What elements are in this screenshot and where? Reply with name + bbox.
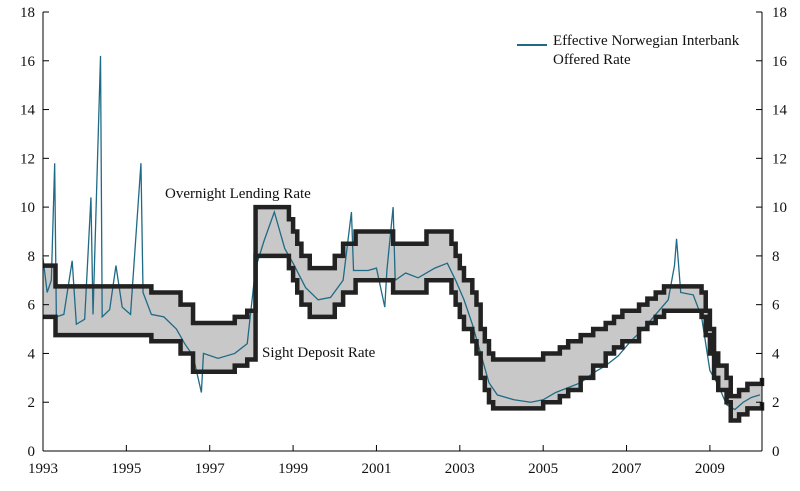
- y2-tick-label: 16: [772, 54, 788, 70]
- x-tick-label: 1995: [111, 461, 141, 477]
- y2-tick-label: 8: [772, 249, 780, 265]
- y-tick-label: 14: [20, 103, 36, 119]
- x-tick-label: 2007: [612, 461, 643, 477]
- legend-label: Effective Norwegian Interbank Offered Ra…: [553, 33, 740, 68]
- line: [42, 55, 761, 411]
- y-tick-label: 12: [20, 151, 35, 167]
- y-tick-label: 10: [20, 200, 35, 216]
- x-tick-label: 1999: [278, 461, 308, 477]
- y-tick-label: 2: [28, 395, 36, 411]
- x-tick-label: 2003: [445, 461, 475, 477]
- y2-tick-label: 12: [772, 151, 787, 167]
- corridor: [43, 207, 762, 421]
- y-tick-label: 18: [20, 5, 35, 21]
- y2-tick-label: 6: [772, 298, 780, 314]
- x-tick-label: 2009: [695, 461, 725, 477]
- x-tick-label: 1993: [28, 461, 58, 477]
- y2-tick-label: 0: [772, 444, 780, 460]
- y-tick-label: 4: [28, 346, 36, 362]
- y2-tick-label: 10: [772, 200, 787, 216]
- y-tick-label: 6: [28, 298, 36, 314]
- y2-tick-label: 14: [772, 103, 788, 119]
- y2-tick-label: 4: [772, 346, 780, 362]
- y-tick-label: 8: [28, 249, 36, 265]
- x-tick-label: 2001: [361, 461, 391, 477]
- y-tick-label: 0: [28, 444, 36, 460]
- y2-tick-label: 18: [772, 5, 787, 21]
- line: [43, 204, 765, 399]
- x-tick-label: 2005: [528, 461, 558, 477]
- x-tick-label: 1997: [195, 461, 226, 477]
- annotation: Overnight Lending Rate: [165, 186, 311, 202]
- annotation: Sight Deposit Rate: [262, 345, 376, 361]
- y-tick-label: 16: [20, 54, 36, 70]
- line: [43, 253, 765, 423]
- y2-tick-label: 2: [772, 395, 780, 411]
